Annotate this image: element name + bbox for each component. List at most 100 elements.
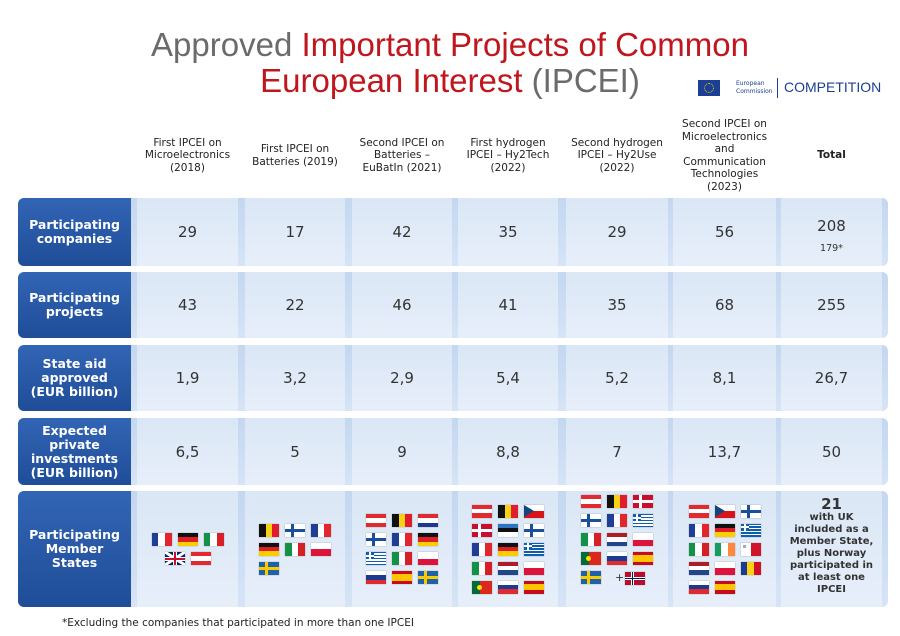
logo-line: Commission <box>736 88 773 95</box>
cell: 46 <box>392 296 412 314</box>
cell: 29 <box>607 223 627 241</box>
cell: 43 <box>177 296 198 314</box>
cell: 22 <box>285 296 305 314</box>
flag-icon <box>498 504 518 518</box>
flag-icon <box>472 580 492 594</box>
title-line-1: Approved Important Projects of Common <box>0 26 900 64</box>
flag-icon <box>418 571 438 584</box>
row-band <box>18 272 888 338</box>
column-header: First hydrogen IPCEI – Hy2Tech (2022) <box>458 113 558 198</box>
cell: 50 <box>821 442 842 461</box>
cell: 8,8 <box>496 442 520 461</box>
flag-icon <box>177 533 198 546</box>
flag-icon <box>688 504 709 518</box>
flag-icon <box>498 523 518 537</box>
flag-icon <box>366 533 386 546</box>
flag-icon <box>607 495 627 508</box>
flag-icon <box>524 504 544 518</box>
cell: 17 <box>285 223 305 241</box>
flag-icon <box>524 542 544 556</box>
flag-icon <box>164 552 185 565</box>
cell-note: 179* <box>820 242 843 254</box>
title-part: European Interest <box>260 62 523 99</box>
cell: 26,7 <box>814 369 849 387</box>
flag-icon <box>581 552 601 565</box>
row-label: Expected private investments (EUR billio… <box>18 418 131 485</box>
flag-icon <box>524 580 544 594</box>
flag-icon <box>392 571 412 584</box>
flag-icon <box>472 523 492 537</box>
flag-icon <box>581 571 601 584</box>
row-label: Participating projects <box>18 272 131 338</box>
flag-icon <box>633 533 653 546</box>
logo: European Commission COMPETITION <box>690 76 890 100</box>
title-part: (IPCEI) <box>531 62 640 99</box>
flag-icon <box>472 542 492 556</box>
flag-icon <box>740 542 761 556</box>
cell: 5,4 <box>496 369 520 387</box>
cell: 8,1 <box>712 369 737 387</box>
row-label: Participating Member States <box>18 491 131 607</box>
flag-icon <box>688 523 709 537</box>
column-header: First IPCEI on Batteries (2019) <box>245 113 345 198</box>
cell: 6,5 <box>175 442 200 461</box>
total-cell: 21 <box>821 495 842 513</box>
flag-icon <box>285 523 305 537</box>
flag-icon <box>366 514 386 527</box>
flag-icon <box>740 523 761 537</box>
flag-icon <box>633 514 653 527</box>
cell: 35 <box>607 296 627 314</box>
eu-flag <box>698 80 720 96</box>
flag-icon <box>392 514 412 527</box>
flag-icon <box>607 552 627 565</box>
cell: 56 <box>714 223 735 241</box>
logo-line: European <box>736 80 765 87</box>
row-label: Participating companies <box>18 198 131 266</box>
cell: 41 <box>498 296 518 314</box>
cell: 7 <box>612 442 622 461</box>
title-part: Approved <box>151 26 293 63</box>
flag-icon <box>581 533 601 546</box>
flag-icon <box>688 580 709 594</box>
flag-icon <box>392 552 412 565</box>
flag-icon <box>311 542 331 556</box>
flag-icon <box>581 495 601 508</box>
flag-icon <box>311 523 331 537</box>
column-shade <box>781 197 882 610</box>
flag-icon <box>259 523 279 537</box>
logo-divider <box>777 78 778 98</box>
total-note: with UK included as a Member State, plus… <box>789 512 874 595</box>
column-header: Total <box>781 113 882 198</box>
flag-icon <box>203 533 224 546</box>
flag-icon <box>418 533 438 546</box>
flag-icon <box>285 542 305 556</box>
footnote: *Excluding the companies that participat… <box>62 617 414 629</box>
flag-icon <box>259 542 279 556</box>
logo-label: COMPETITION <box>784 79 882 95</box>
flag-icon <box>714 542 735 556</box>
flag-icon <box>740 504 761 518</box>
flag-icon <box>418 514 438 527</box>
flag-icon <box>714 580 735 594</box>
flag-icon <box>392 533 412 546</box>
flag-icon <box>633 495 653 508</box>
flag-icon <box>714 523 735 537</box>
flag-icon <box>581 514 601 527</box>
cell: 1,9 <box>175 369 200 387</box>
cell: 2,9 <box>390 369 414 387</box>
flag-icon <box>151 533 172 546</box>
flag-icon <box>714 561 735 575</box>
column-header: Second hydrogen IPCEI – Hy2Use (2022) <box>566 113 668 198</box>
row-label: State aid approved (EUR billion) <box>18 345 131 411</box>
column-shade <box>458 197 558 610</box>
cell: 5 <box>290 442 300 461</box>
cell: 13,7 <box>707 442 742 461</box>
flag-icon <box>498 580 518 594</box>
title-part: Important Projects of Common <box>301 26 749 63</box>
flag-icon <box>625 572 645 585</box>
cell: 35 <box>498 223 518 241</box>
flag-icon <box>688 561 709 575</box>
flag-icon <box>366 571 386 584</box>
cell: 42 <box>392 223 412 241</box>
